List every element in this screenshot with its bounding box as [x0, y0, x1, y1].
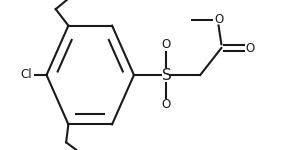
Text: O: O — [162, 39, 171, 51]
Text: O: O — [214, 13, 223, 26]
Text: O: O — [162, 99, 171, 111]
Text: O: O — [245, 42, 254, 54]
Text: Cl: Cl — [21, 69, 32, 81]
Text: S: S — [162, 68, 171, 82]
